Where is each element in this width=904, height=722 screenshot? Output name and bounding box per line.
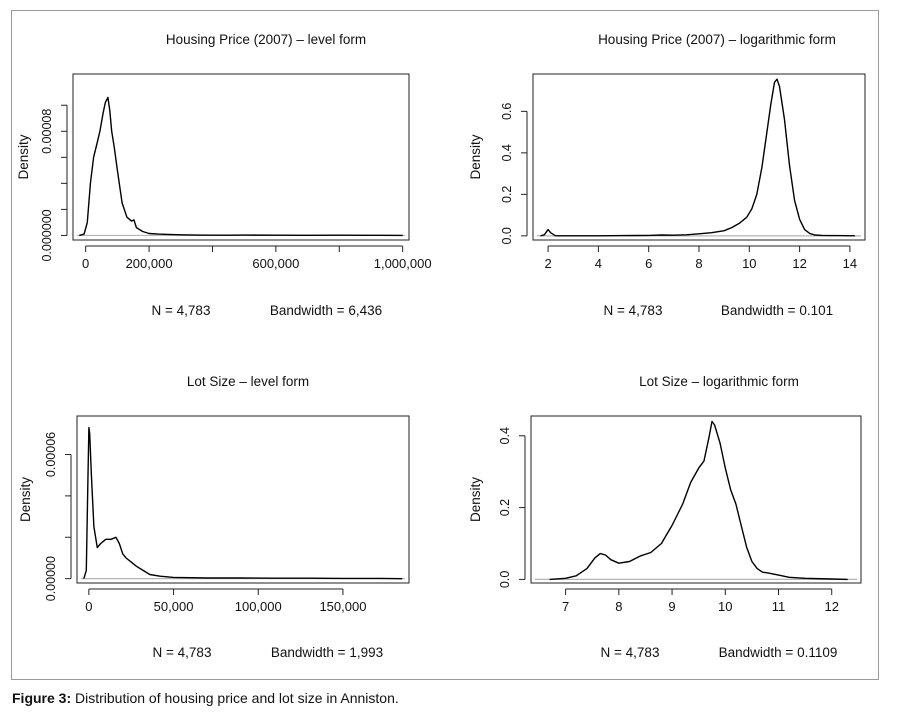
y-tick-label: 0.6 — [500, 103, 514, 120]
bandwidth-label: Bandwidth = 0.101 — [721, 303, 833, 318]
plot-area — [532, 73, 866, 241]
x-tick-label: 14 — [843, 256, 857, 271]
panel-lot-size-level: 0 50,000 100,000 150,000 0.00000 0.00006 Densi… — [18, 374, 410, 660]
x-tick-label: 0 — [85, 599, 92, 614]
n-label: N = 4,783 — [601, 645, 660, 660]
y-tick-label: 0.2 — [500, 186, 514, 203]
x-tick-label: 0 — [82, 256, 89, 271]
density-curve — [540, 78, 855, 237]
plot-area — [76, 415, 410, 584]
panel-title: Lot Size – logarithmic form — [639, 374, 799, 389]
bandwidth-label: Bandwidth = 1,993 — [271, 645, 383, 660]
n-label: N = 4,783 — [152, 303, 211, 318]
caption-label: Figure 3: — [12, 690, 72, 706]
y-axis-title: Density — [468, 134, 483, 179]
y-tick-label: 0.00008 — [40, 109, 54, 154]
panel-title: Lot Size – level form — [187, 374, 309, 389]
figure-caption: Figure 3: Distribution of housing price … — [12, 690, 399, 706]
density-curve — [83, 426, 403, 580]
bandwidth-label: Bandwidth = 0.1109 — [719, 645, 838, 660]
x-tick-label: 6 — [645, 256, 652, 271]
n-label: N = 4,783 — [153, 645, 212, 660]
x-tick-label: 10 — [742, 256, 756, 271]
caption-text: Distribution of housing price and lot si… — [71, 690, 399, 706]
y-tick-label: 0.4 — [498, 427, 512, 444]
x-tick-label: 600,000 — [252, 256, 299, 271]
plot-area — [530, 415, 862, 584]
x-tick-label: 7 — [562, 599, 569, 614]
y-tick-label: 0.0 — [500, 227, 514, 244]
figure-frame — [11, 10, 879, 680]
y-tick-label: 0.4 — [500, 144, 514, 161]
bandwidth-label: Bandwidth = 6,436 — [270, 303, 382, 318]
n-label: N = 4,783 — [604, 303, 663, 318]
plot-area — [72, 73, 410, 241]
x-tick-label: 4 — [595, 256, 602, 271]
x-tick-label: 100,000 — [235, 599, 282, 614]
x-tick-label: 10 — [718, 599, 732, 614]
panel-title: Housing Price (2007) – level form — [166, 32, 366, 47]
x-tick-label: 12 — [792, 256, 806, 271]
panel-housing-price-log: 2 4 6 8 10 12 14 0.0 0.2 0.4 0.6 Density Housing Pri… — [468, 32, 866, 318]
x-tick-label: 1,000,000 — [374, 256, 432, 271]
x-tick-label: 9 — [668, 599, 675, 614]
x-tick-label: 150,000 — [319, 599, 366, 614]
x-tick-label: 50,000 — [154, 599, 194, 614]
y-tick-label: 0.000000 — [40, 209, 54, 261]
y-axis-title: Density — [468, 477, 483, 522]
y-tick-label: 0.00000 — [44, 556, 58, 601]
x-tick-label: 200,000 — [126, 256, 173, 271]
x-tick-label: 12 — [824, 599, 838, 614]
x-tick-label: 11 — [772, 599, 786, 614]
panel-title: Housing Price (2007) – logarithmic form — [598, 32, 836, 47]
panel-lot-size-log: 7 8 9 10 11 12 0.0 0.2 0.4 Density Lot Size – loga… — [468, 374, 862, 660]
x-tick-label: 8 — [615, 599, 622, 614]
panel-housing-price-level: 0 200,000 600,000 1,000,000 0.000000 0.00008 D… — [16, 32, 432, 318]
density-curve — [549, 420, 848, 581]
y-axis-title: Density — [16, 134, 31, 179]
y-tick-label: 0.0 — [498, 571, 512, 588]
y-tick-label: 0.2 — [498, 499, 512, 516]
y-tick-label: 0.00006 — [44, 432, 58, 477]
y-axis-title: Density — [18, 477, 33, 522]
x-tick-label: 2 — [544, 256, 551, 271]
x-tick-label: 8 — [695, 256, 702, 271]
density-curve — [79, 96, 403, 237]
